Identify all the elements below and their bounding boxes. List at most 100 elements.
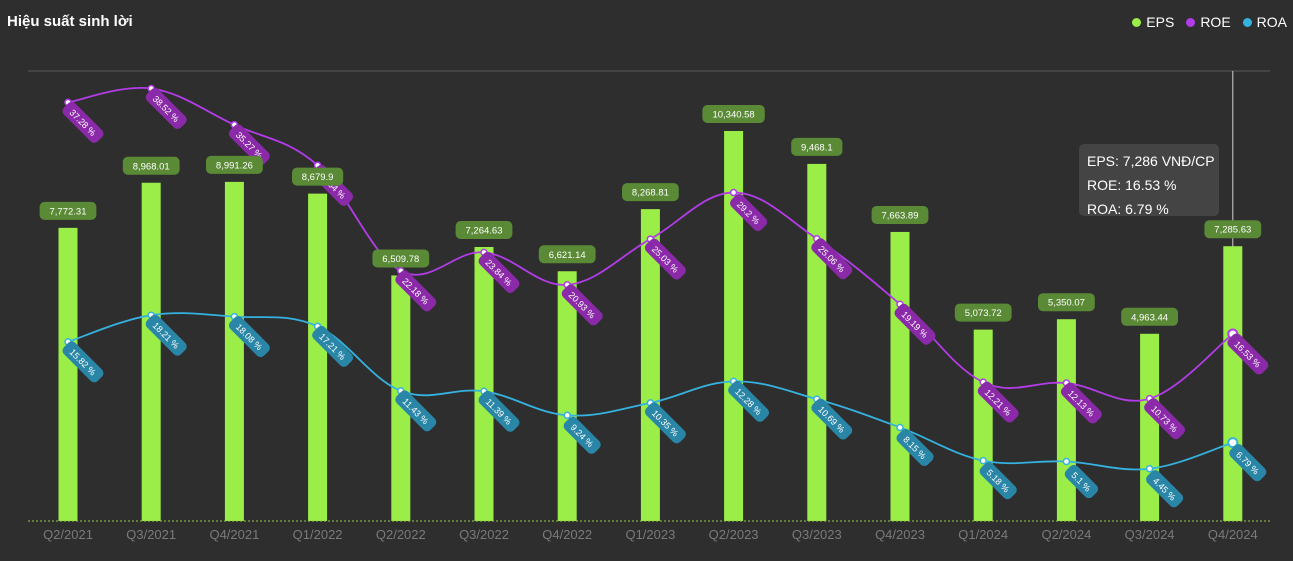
eps-data-label: 5,073.72 bbox=[965, 308, 1002, 319]
eps-data-label: 6,509.78 bbox=[382, 254, 419, 265]
tooltip-roe: ROE: 16.53 % bbox=[1087, 177, 1177, 193]
roa-data-label-bg bbox=[979, 462, 1017, 500]
eps-bar[interactable] bbox=[474, 246, 494, 522]
x-tick-label: Q3/2024 bbox=[1125, 527, 1175, 542]
eps-data-label-bg bbox=[622, 183, 679, 202]
legend-roa-dot-icon bbox=[1242, 17, 1252, 27]
legend-item-roe[interactable]: ROE bbox=[1186, 14, 1231, 30]
eps-data-label: 4,963.44 bbox=[1131, 312, 1168, 323]
roe-point[interactable] bbox=[729, 188, 738, 197]
roa-data-label-bg bbox=[62, 341, 104, 383]
eps-data-label-bg bbox=[455, 220, 513, 239]
eps-data-label: 8,268.81 bbox=[632, 188, 669, 199]
roa-data-label-bg bbox=[728, 380, 770, 422]
roa-data-label-bg bbox=[1146, 470, 1184, 508]
x-tick-label: Q1/2022 bbox=[293, 527, 343, 542]
eps-data-label: 7,264.63 bbox=[466, 225, 503, 236]
legend-roe-label: ROE bbox=[1200, 14, 1231, 30]
legend-item-roa[interactable]: ROA bbox=[1242, 14, 1287, 30]
roe-data-label-bg bbox=[62, 101, 104, 143]
eps-data-label-bg bbox=[1204, 220, 1262, 239]
x-tick-label: Q2/2022 bbox=[376, 527, 426, 542]
roa-data-label-bg bbox=[896, 428, 934, 467]
x-tick-label: Q2/2023 bbox=[709, 527, 759, 542]
roa-data-label-bg bbox=[478, 390, 520, 432]
x-tick-label: Q4/2023 bbox=[875, 527, 925, 542]
legend-eps-label: EPS bbox=[1146, 14, 1175, 30]
eps-data-label: 10,340.58 bbox=[712, 109, 754, 120]
eps-bar[interactable] bbox=[557, 271, 577, 521]
eps-bar[interactable] bbox=[724, 130, 744, 521]
x-tick-label: Q1/2024 bbox=[958, 527, 1008, 542]
eps-bar[interactable] bbox=[890, 231, 910, 522]
eps-data-label-bg bbox=[372, 249, 430, 268]
roe-data-label-bg bbox=[730, 193, 768, 232]
eps-bar[interactable] bbox=[58, 227, 78, 521]
eps-data-label-bg bbox=[791, 137, 843, 156]
eps-data-label-bg bbox=[292, 167, 344, 186]
eps-data-label-bg bbox=[702, 104, 765, 123]
roe-data-label-bg bbox=[894, 303, 936, 345]
eps-data-label: 8,991.26 bbox=[216, 160, 253, 171]
legend-roa-label: ROA bbox=[1256, 14, 1287, 30]
eps-data-label-bg bbox=[122, 156, 180, 175]
eps-bar[interactable] bbox=[973, 329, 993, 521]
roe-data-label-bg bbox=[228, 124, 270, 166]
legend-roe-dot-icon bbox=[1186, 17, 1196, 27]
roa-data-label-bg bbox=[395, 390, 437, 432]
eps-bar[interactable] bbox=[640, 209, 660, 521]
legend-item-eps[interactable]: EPS bbox=[1132, 14, 1174, 30]
eps-data-label: 9,468.1 bbox=[801, 142, 833, 153]
chart-title: Hiệu suất sinh lời bbox=[7, 13, 133, 30]
roe-data-label-bg bbox=[395, 270, 437, 312]
eps-data-label: 5,350.07 bbox=[1048, 298, 1085, 309]
eps-data-label-bg bbox=[871, 205, 929, 224]
x-tick-label: Q2/2024 bbox=[1041, 527, 1091, 542]
roa-data-label-bg bbox=[145, 314, 187, 356]
x-tick-label: Q4/2022 bbox=[542, 527, 592, 542]
roa-data-label-bg bbox=[228, 316, 270, 358]
roa-data-label-bg bbox=[1229, 444, 1267, 482]
legend-eps-dot-icon bbox=[1132, 17, 1142, 27]
roa-point[interactable] bbox=[896, 423, 904, 432]
x-tick-label: Q3/2023 bbox=[792, 527, 842, 542]
legend: EPS ROE ROA bbox=[1132, 14, 1287, 30]
eps-data-label: 6,621.14 bbox=[549, 250, 586, 261]
eps-data-label-bg bbox=[206, 155, 263, 174]
eps-data-label-bg bbox=[538, 245, 596, 264]
eps-bar[interactable] bbox=[807, 163, 827, 522]
eps-data-label: 7,663.89 bbox=[882, 210, 919, 221]
tooltip-eps: EPS: 7,286 VNĐ/CP bbox=[1087, 153, 1215, 169]
eps-data-label-bg bbox=[954, 303, 1012, 322]
eps-data-label: 7,772.31 bbox=[50, 206, 87, 217]
eps-bar[interactable] bbox=[308, 193, 328, 521]
eps-bar[interactable] bbox=[141, 182, 161, 521]
eps-bar[interactable] bbox=[224, 181, 244, 521]
roa-point[interactable] bbox=[979, 456, 987, 465]
eps-bar[interactable] bbox=[1056, 319, 1076, 521]
eps-bar[interactable] bbox=[1223, 246, 1243, 521]
roe-data-label-bg bbox=[1144, 398, 1186, 440]
eps-data-label-bg bbox=[1038, 293, 1095, 312]
roa-point[interactable] bbox=[1062, 457, 1071, 466]
eps-bar[interactable] bbox=[1140, 333, 1160, 521]
x-tick-label: Q3/2022 bbox=[459, 527, 509, 542]
roa-point[interactable] bbox=[563, 411, 571, 420]
roe-data-label-bg bbox=[811, 238, 853, 280]
roa-data-label-bg bbox=[563, 416, 601, 454]
roe-data-label-bg bbox=[977, 381, 1019, 423]
roe-data-label: 37.28 % bbox=[62, 101, 104, 143]
x-tick-label: Q4/2024 bbox=[1208, 527, 1258, 542]
roe-data-label-bg bbox=[1060, 382, 1102, 424]
eps-data-label: 8,968.01 bbox=[133, 161, 170, 172]
roa-point[interactable] bbox=[1145, 465, 1154, 473]
x-tick-label: Q1/2023 bbox=[625, 527, 675, 542]
roa-data-label-bg bbox=[811, 398, 853, 440]
roe-data-label-bg bbox=[145, 88, 187, 130]
eps-data-label: 8,679.9 bbox=[302, 172, 334, 183]
x-tick-label: Q2/2021 bbox=[43, 527, 93, 542]
eps-data-label-bg bbox=[1121, 307, 1178, 326]
roa-point[interactable] bbox=[1227, 437, 1239, 449]
roe-data-label-bg bbox=[644, 238, 686, 280]
